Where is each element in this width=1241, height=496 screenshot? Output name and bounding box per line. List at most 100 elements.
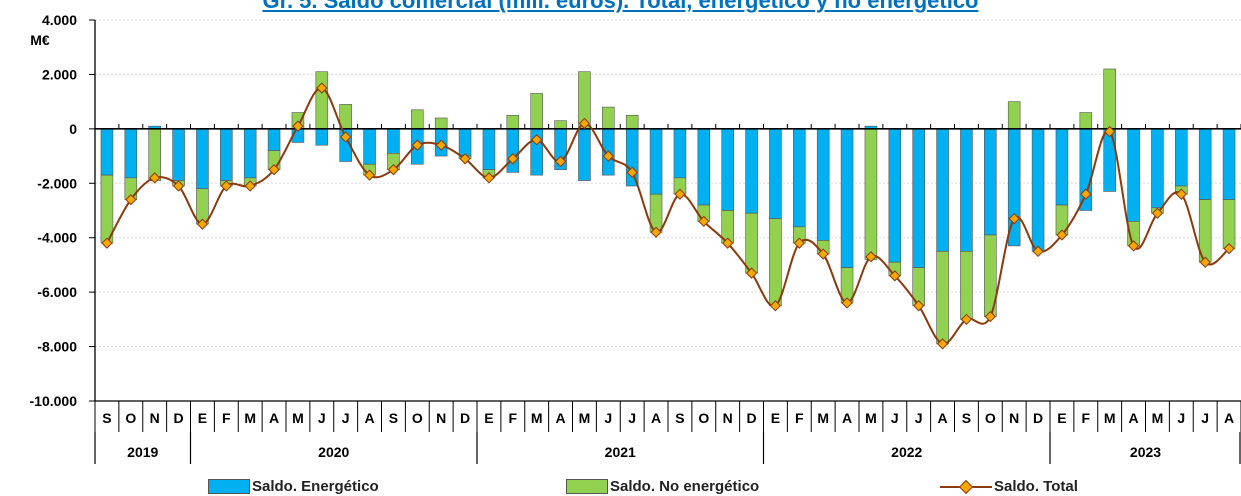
bar-energetico [482, 128, 496, 170]
total-point [1104, 125, 1116, 138]
month-label: A [556, 410, 566, 426]
bar-energetico [124, 128, 138, 179]
axis-labels: 4.000 2.000 0 -2.000 -4.000 -6.000 -8.000 -10.0… [30, 12, 1235, 460]
bar-energetico [267, 128, 281, 151]
month-label: M [865, 410, 877, 426]
month-label: N [436, 410, 446, 426]
month-label: A [1224, 410, 1234, 426]
bar-energetico [888, 128, 902, 263]
month-label: D [1033, 410, 1043, 426]
month-label: M [1152, 410, 1164, 426]
month-label: O [125, 410, 136, 426]
bars [100, 68, 1236, 345]
bar-energetico [1031, 128, 1045, 252]
month-label: J [342, 410, 350, 426]
bar-energetico [1055, 128, 1069, 206]
month-label: A [842, 410, 852, 426]
total-point [889, 270, 901, 282]
bar-no-energetico [315, 71, 329, 130]
bar-energetico [196, 128, 209, 190]
total-point [984, 310, 996, 323]
bar-energetico [649, 128, 663, 195]
month-label: A [938, 410, 948, 426]
total-point [435, 139, 447, 151]
bar-energetico [243, 128, 257, 179]
month-label: E [484, 410, 493, 426]
total-point [1032, 245, 1044, 257]
legend-label-energetico: Saldo. Energético [252, 477, 379, 495]
month-label: N [1009, 410, 1019, 426]
month-label: A [269, 410, 279, 426]
legend-label-total: Saldo. Total [994, 477, 1078, 495]
chart-title: Gr. 5. Saldo comercial (mill. euros). To… [262, 0, 979, 13]
month-label: F [222, 410, 231, 426]
month-label: M [1104, 410, 1116, 426]
total-point [411, 139, 423, 151]
month-label: D [747, 410, 757, 426]
total-point [1008, 213, 1020, 225]
legend-swatch-no-energetico [566, 478, 608, 494]
month-label: D [174, 410, 184, 426]
month-label: M [531, 410, 543, 426]
year-label: 2021 [605, 444, 636, 460]
bar-energetico [960, 128, 973, 252]
bar-energetico [745, 128, 758, 214]
bar-energetico [578, 128, 591, 181]
y-tick-label: -8.000 [37, 339, 77, 355]
total-point [936, 338, 949, 350]
total-point [1127, 240, 1140, 252]
total-point [268, 164, 280, 176]
year-label: 2019 [127, 444, 158, 460]
bar-energetico [984, 128, 997, 236]
y-tick-label: -4.000 [37, 230, 77, 246]
grid-lines [95, 19, 1241, 348]
total-point [340, 131, 352, 143]
month-label: S [675, 410, 684, 426]
month-label: F [1082, 410, 1091, 426]
month-label: J [1201, 410, 1209, 426]
total-line [101, 82, 1235, 350]
bar-energetico [172, 128, 185, 181]
bar-no-energetico [936, 251, 949, 345]
bar-energetico [387, 128, 400, 154]
month-label: E [198, 410, 207, 426]
month-label: A [651, 410, 661, 426]
bar-energetico [220, 128, 233, 181]
bar-no-energetico [625, 114, 639, 130]
bar-no-energetico [602, 106, 615, 130]
month-label: J [604, 410, 612, 426]
month-label: E [771, 410, 780, 426]
total-point [674, 188, 686, 200]
month-label: J [915, 410, 923, 426]
month-label: O [412, 410, 423, 426]
month-label: N [150, 410, 160, 426]
bar-energetico [1198, 128, 1212, 200]
total-point [125, 193, 137, 206]
bar-no-energetico [411, 109, 424, 130]
month-label: F [509, 410, 518, 426]
month-label: O [985, 410, 996, 426]
month-label: D [460, 410, 470, 426]
month-label: F [795, 410, 804, 426]
total-point [1151, 207, 1164, 219]
total-point [841, 297, 853, 309]
month-label: J [628, 410, 636, 426]
bar-energetico [673, 128, 687, 179]
legend-label-no-energetico: Saldo. No energético [610, 477, 760, 495]
total-point [483, 172, 495, 184]
bar-no-energetico [769, 218, 782, 307]
bar-no-energetico [339, 104, 352, 130]
total-point [531, 134, 543, 146]
total-point [196, 218, 209, 230]
total-point [554, 155, 567, 168]
bar-no-energetico [1222, 199, 1236, 249]
total-point [745, 267, 758, 279]
legend-item-no-energetico: Saldo. No energético [566, 476, 759, 496]
bar-energetico [1222, 128, 1236, 200]
total-point [602, 150, 614, 162]
total-point [817, 248, 829, 260]
month-label: S [102, 410, 111, 426]
total-point [793, 237, 805, 249]
total-point [172, 180, 185, 192]
bar-no-energetico [434, 117, 448, 130]
